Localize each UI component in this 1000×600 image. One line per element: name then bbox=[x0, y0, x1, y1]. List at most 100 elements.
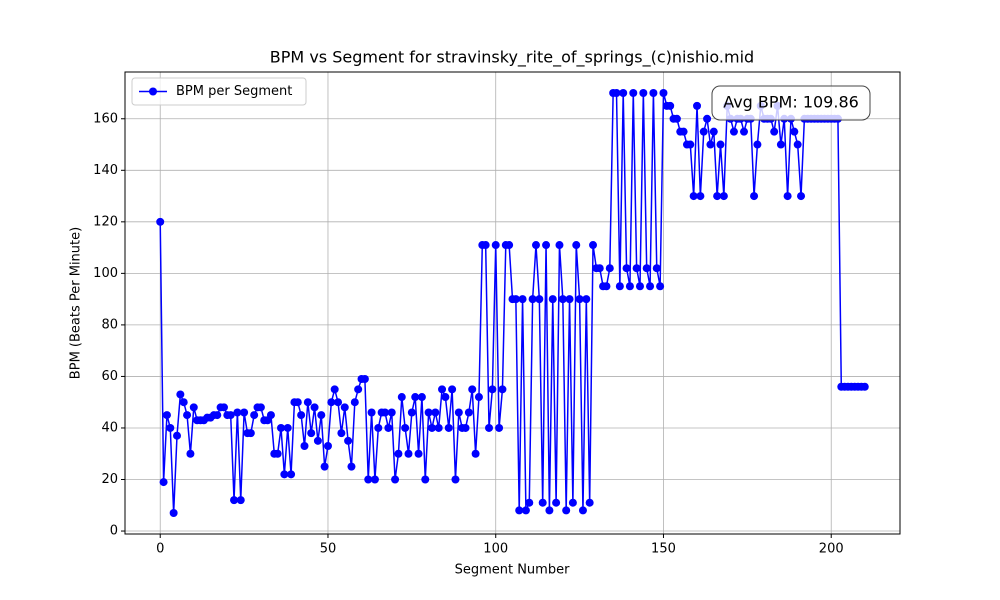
marker bbox=[639, 89, 648, 97]
marker bbox=[280, 470, 289, 479]
marker bbox=[166, 423, 175, 432]
marker bbox=[438, 385, 447, 394]
y-tick-label: 120 bbox=[93, 214, 118, 229]
marker bbox=[666, 101, 675, 110]
x-tick-label: 0 bbox=[156, 542, 164, 557]
marker bbox=[384, 423, 393, 432]
marker bbox=[860, 382, 869, 391]
y-axis-label: BPM (Beats Per Minute) bbox=[69, 227, 84, 379]
x-tick-label: 150 bbox=[651, 542, 676, 557]
marker bbox=[474, 393, 483, 402]
marker bbox=[485, 423, 494, 432]
marker bbox=[303, 398, 312, 407]
marker bbox=[635, 282, 644, 291]
marker bbox=[347, 462, 356, 471]
marker bbox=[421, 475, 430, 484]
marker bbox=[310, 403, 319, 412]
marker bbox=[444, 423, 453, 432]
marker bbox=[548, 295, 557, 304]
marker bbox=[565, 295, 574, 304]
marker bbox=[515, 506, 524, 515]
marker bbox=[323, 442, 332, 451]
marker bbox=[632, 264, 641, 273]
marker bbox=[471, 449, 480, 458]
marker bbox=[709, 127, 718, 136]
marker bbox=[535, 295, 544, 304]
marker bbox=[511, 295, 520, 304]
x-tick-label: 100 bbox=[483, 542, 508, 557]
marker bbox=[162, 411, 171, 420]
marker bbox=[739, 127, 748, 136]
marker bbox=[297, 411, 306, 420]
marker bbox=[404, 449, 413, 458]
marker bbox=[381, 408, 390, 417]
marker bbox=[783, 192, 792, 201]
marker bbox=[360, 375, 369, 384]
marker bbox=[173, 431, 182, 440]
marker bbox=[488, 385, 497, 394]
marker bbox=[454, 408, 463, 417]
marker bbox=[277, 423, 286, 432]
marker bbox=[582, 295, 591, 304]
marker bbox=[719, 192, 728, 201]
marker bbox=[649, 89, 658, 97]
marker bbox=[646, 282, 655, 291]
marker bbox=[468, 385, 477, 394]
marker bbox=[589, 241, 598, 250]
marker bbox=[562, 506, 571, 515]
y-tick-label: 60 bbox=[101, 369, 118, 384]
marker bbox=[602, 282, 611, 291]
marker bbox=[391, 475, 400, 484]
y-tick-label: 160 bbox=[93, 111, 118, 126]
marker bbox=[176, 390, 185, 399]
marker bbox=[431, 408, 440, 417]
marker bbox=[790, 127, 799, 136]
marker bbox=[246, 429, 255, 438]
marker bbox=[750, 192, 759, 201]
annotation-box bbox=[711, 85, 871, 121]
marker bbox=[414, 449, 423, 458]
x-tick-label: 200 bbox=[819, 542, 844, 557]
marker bbox=[159, 478, 168, 487]
marker bbox=[250, 411, 259, 420]
marker bbox=[441, 393, 450, 402]
marker bbox=[464, 408, 473, 417]
marker bbox=[629, 89, 638, 97]
marker bbox=[424, 408, 433, 417]
marker bbox=[451, 475, 460, 484]
legend-label: BPM per Segment bbox=[176, 84, 292, 99]
marker bbox=[689, 192, 698, 201]
marker bbox=[706, 140, 715, 149]
marker bbox=[498, 385, 507, 394]
marker bbox=[183, 411, 192, 420]
marker bbox=[461, 423, 470, 432]
marker bbox=[213, 411, 222, 420]
marker bbox=[350, 398, 359, 407]
marker bbox=[156, 217, 165, 226]
marker bbox=[605, 264, 614, 273]
marker bbox=[538, 498, 547, 507]
marker bbox=[233, 408, 242, 417]
marker bbox=[448, 385, 457, 394]
marker bbox=[575, 295, 584, 304]
marker bbox=[753, 140, 762, 149]
marker bbox=[770, 127, 779, 136]
legend-marker bbox=[149, 87, 157, 96]
marker bbox=[716, 140, 725, 149]
marker bbox=[545, 506, 554, 515]
marker bbox=[219, 403, 228, 412]
y-tick-label: 40 bbox=[101, 420, 118, 435]
marker bbox=[612, 89, 621, 97]
marker bbox=[397, 393, 406, 402]
marker bbox=[340, 403, 349, 412]
marker bbox=[568, 498, 577, 507]
marker bbox=[552, 498, 561, 507]
marker bbox=[652, 264, 661, 273]
marker bbox=[256, 403, 265, 412]
marker bbox=[679, 127, 688, 136]
y-tick-label: 20 bbox=[101, 472, 118, 487]
x-axis-label: Segment Number bbox=[455, 563, 571, 578]
marker bbox=[370, 475, 379, 484]
marker bbox=[525, 498, 534, 507]
marker bbox=[699, 127, 708, 136]
